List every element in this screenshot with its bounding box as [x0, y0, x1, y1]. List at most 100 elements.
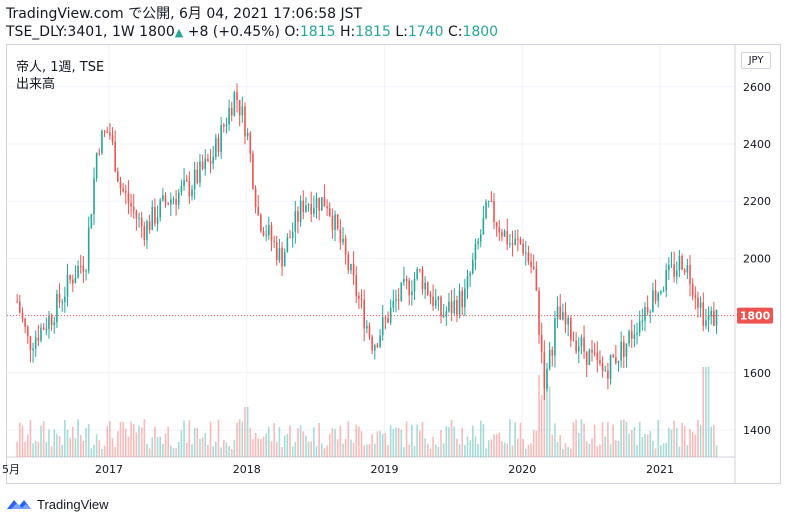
volume-bar: [636, 444, 638, 457]
volume-bar: [493, 434, 495, 457]
candle-body: [124, 191, 127, 193]
candle-body: [328, 208, 331, 216]
volume-bar: [477, 443, 479, 457]
candle-body: [212, 157, 214, 164]
candle-body: [16, 301, 18, 303]
candle-body: [530, 261, 532, 267]
volume-bar: [675, 428, 678, 457]
volume-bar: [397, 427, 400, 457]
candle-body: [397, 299, 400, 301]
volume-bar: [673, 420, 675, 457]
volume-bar: [689, 429, 691, 457]
currency-button[interactable]: JPY: [741, 52, 771, 69]
candle-body: [241, 106, 244, 116]
candle-body: [440, 296, 442, 317]
candle-body: [74, 277, 77, 284]
candle-body: [98, 152, 101, 154]
volume-bar: [167, 426, 169, 457]
candle-body: [66, 274, 69, 297]
candle-body: [117, 171, 119, 182]
candle-body: [495, 222, 498, 227]
volume-bar: [485, 448, 487, 457]
x-tick-label: 2018: [233, 463, 261, 476]
volume-bar: [474, 436, 477, 457]
candle-body: [215, 138, 217, 158]
volume-bar: [715, 445, 718, 457]
candle-body: [130, 202, 132, 207]
volume-bar: [307, 441, 310, 457]
candle-body: [503, 231, 506, 237]
volume-bar: [302, 431, 305, 457]
candle-body: [715, 309, 718, 326]
candle-body: [665, 270, 667, 291]
x-tick-label: 2021: [646, 463, 674, 476]
volume-bar: [268, 426, 270, 457]
volume-bar: [389, 425, 392, 457]
volume-bar: [524, 448, 527, 457]
candle-body: [654, 290, 657, 301]
volume-bar: [652, 440, 654, 457]
candle-body: [474, 243, 477, 260]
volume-bar: [683, 425, 686, 457]
candle-body: [193, 169, 196, 190]
y-tick-label: 1600: [743, 367, 771, 380]
volume-bar: [58, 435, 61, 457]
volume-bar: [556, 442, 559, 457]
volume-bar: [554, 423, 556, 457]
volume-bar: [185, 442, 188, 457]
volume-bar: [334, 429, 336, 457]
volume-bar: [299, 425, 302, 457]
volume-bar: [26, 434, 29, 457]
candle-body: [434, 299, 437, 307]
volume-bar: [130, 421, 132, 457]
volume-bar: [204, 433, 207, 457]
volume-bar: [644, 433, 646, 457]
candle-body: [641, 320, 644, 322]
candle-body: [244, 106, 246, 137]
candle-body: [19, 301, 21, 313]
candle-body: [344, 238, 347, 255]
footer-brand[interactable]: TradingView: [6, 495, 109, 513]
volume-bar: [143, 419, 146, 457]
volume-bar: [352, 442, 355, 457]
volume-bar: [66, 429, 69, 457]
candle-body: [307, 204, 310, 206]
volume-bar: [490, 439, 493, 457]
y-tick-label: 2400: [743, 138, 771, 151]
volume-bar: [487, 440, 490, 457]
volume-bar: [421, 421, 424, 457]
candle-body: [400, 282, 403, 301]
volume-bar: [601, 422, 604, 457]
volume-bar: [69, 438, 71, 457]
candle-body: [509, 243, 511, 245]
chart-frame[interactable]: [6, 44, 781, 484]
volume-bar: [61, 445, 64, 457]
candle-body: [421, 269, 424, 290]
volume-bar: [344, 438, 347, 457]
symbol-ohlc-line: TSE_DLY:3401, 1W 1800▲ +8 (+0.45%) O:181…: [6, 24, 498, 41]
candle-body: [493, 201, 495, 223]
volume-bar: [196, 427, 199, 457]
candle-body: [32, 348, 34, 351]
candle-body: [69, 274, 71, 280]
candle-body: [222, 124, 225, 127]
candle-body: [93, 178, 95, 215]
volume-bar: [238, 419, 241, 457]
candle-body: [336, 214, 339, 229]
candle-body: [657, 293, 660, 301]
candle-body: [379, 335, 381, 348]
volume-bar: [40, 425, 42, 457]
volume-bar: [472, 425, 474, 457]
volume-bar: [328, 434, 331, 457]
candle-body: [323, 197, 326, 207]
candle-body: [363, 299, 365, 329]
volume-bar: [599, 444, 601, 457]
candle-body: [209, 160, 212, 164]
volume-legend: 出来高: [16, 77, 56, 92]
volume-bar: [419, 430, 421, 457]
volume-bar: [429, 448, 432, 457]
candle-body: [53, 322, 56, 325]
volume-bar: [413, 446, 416, 457]
candle-body: [564, 312, 567, 325]
